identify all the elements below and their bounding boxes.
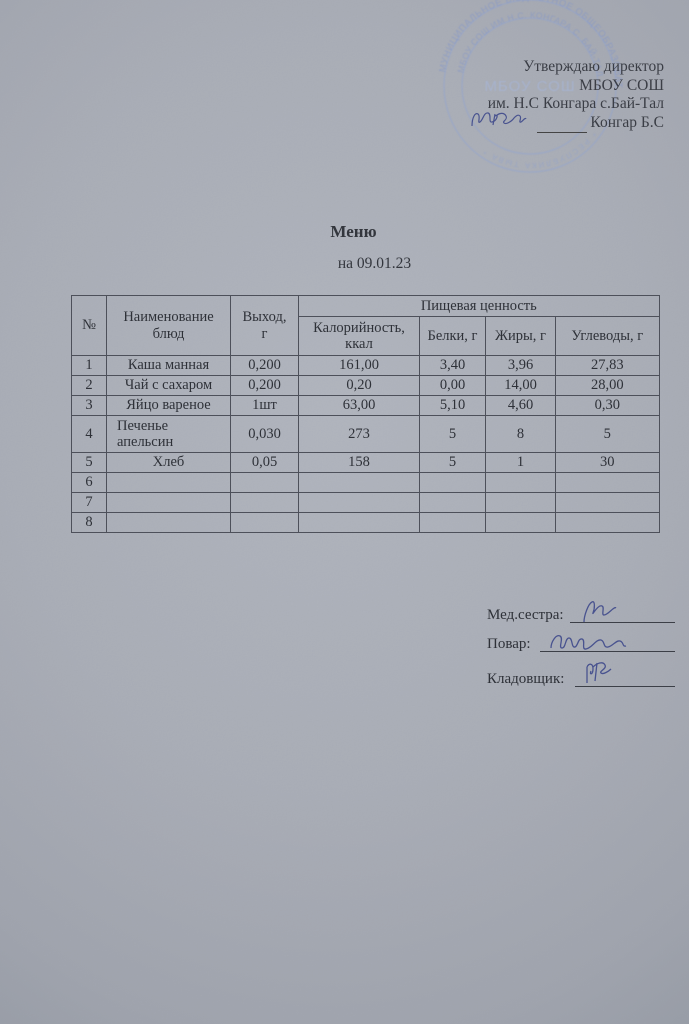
svg-text:* РЕСПУБЛИКА ТЫВА *: * РЕСПУБЛИКА ТЫВА * (480, 130, 598, 170)
